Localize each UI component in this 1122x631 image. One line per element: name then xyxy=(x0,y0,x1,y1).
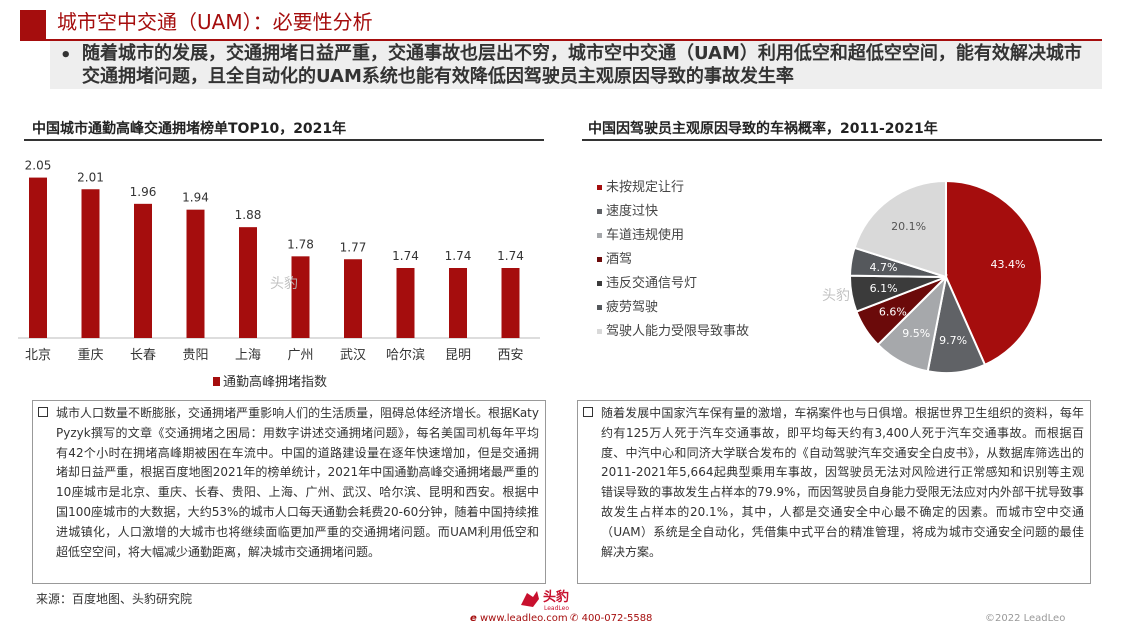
logo-text: 头豹 xyxy=(543,589,569,605)
watermark-right: 头豹 xyxy=(822,288,850,304)
bar xyxy=(81,189,100,338)
checkbox-icon xyxy=(583,407,593,417)
legend-label: 车道违规使用 xyxy=(606,227,684,243)
legend-swatch xyxy=(597,185,602,190)
bar xyxy=(29,177,47,338)
bar-value-label: 1.88 xyxy=(235,208,262,222)
bar-value-label: 2.01 xyxy=(77,170,104,184)
website-text: www.leadleo.com xyxy=(479,613,568,624)
footer-phone: ✆ 400-072-5588 xyxy=(570,613,652,624)
x-tick-label: 武汉 xyxy=(340,348,366,363)
legend-label: 酒驾 xyxy=(606,252,632,267)
page-title: 城市空中交通（UAM）：必要性分析 xyxy=(57,10,373,34)
x-tick-label: 西安 xyxy=(497,348,523,363)
right-chart-title: 中国因驾驶员主观原因导致的车祸概率，2011-2021年 xyxy=(588,121,938,137)
e-icon: e xyxy=(470,613,477,624)
pie-slice-label: 9.5% xyxy=(902,327,930,340)
legend-label: 通勤高峰拥堵指数 xyxy=(223,374,327,390)
checkbox-icon xyxy=(38,407,48,417)
logo-subtext: LeadLeo xyxy=(544,605,569,612)
x-tick-label: 贵阳 xyxy=(182,348,208,363)
footer-copyright: ©2022 LeadLeo xyxy=(985,613,1066,624)
summary-box: • 随着城市的发展，交通拥堵日益严重，交通事故也层出不穷，城市空中交通（UAM）… xyxy=(50,41,1102,89)
source-note: 来源：百度地图、头豹研究院 xyxy=(36,592,193,606)
bar-value-label: 1.74 xyxy=(445,249,472,263)
pie-slice-label: 9.7% xyxy=(939,334,967,347)
legend-label: 未按规定让行 xyxy=(606,180,684,195)
bar-value-label: 1.74 xyxy=(392,249,419,263)
left-note-box: 城市人口数量不断膨胀，交通拥堵严重影响人们的生活质量，阻碍总体经济增长。根据Ka… xyxy=(32,400,546,584)
header-accent-block xyxy=(20,10,46,40)
right-note-text: 随着发展中国家汽车保有量的激增，车祸案件也与日俱增。根据世界卫生组织的资料，每年… xyxy=(601,406,1084,559)
legend-swatch xyxy=(597,209,602,214)
pie-slice xyxy=(853,179,947,279)
bar xyxy=(449,268,467,338)
header-rule xyxy=(20,39,1102,41)
bar xyxy=(134,203,152,338)
right-chart-rule xyxy=(582,139,1102,141)
bar-value-label: 1.78 xyxy=(287,237,314,251)
x-tick-label: 重庆 xyxy=(77,347,103,363)
x-tick-label: 长春 xyxy=(130,348,156,363)
pie-slice-label: 6.6% xyxy=(879,306,907,319)
bar xyxy=(291,256,310,338)
pie-slice-label: 4.7% xyxy=(869,261,897,274)
legend-swatch xyxy=(597,281,602,286)
legend-label: 违反交通信号灯 xyxy=(606,275,697,291)
legend-swatch xyxy=(597,305,602,310)
bullet-dot-icon: • xyxy=(60,45,72,66)
leadleo-logo: 头豹 LeadLeo xyxy=(521,589,569,612)
x-tick-label: 上海 xyxy=(235,348,261,363)
bar xyxy=(344,259,362,338)
bar-value-label: 1.94 xyxy=(182,191,209,205)
legend-swatch xyxy=(597,257,602,262)
bar-value-label: 2.05 xyxy=(25,159,52,173)
summary-text: 随着城市的发展，交通拥堵日益严重，交通事故也层出不穷，城市空中交通（UAM）利用… xyxy=(82,43,1082,87)
bar-value-label: 1.96 xyxy=(130,185,157,199)
pie-slice-label: 20.1% xyxy=(891,220,926,233)
legend-swatch xyxy=(213,377,220,386)
legend-label: 速度过快 xyxy=(606,203,658,219)
pie-slice xyxy=(945,179,1043,367)
watermark-left: 头豹 xyxy=(270,276,298,292)
bar-value-label: 1.74 xyxy=(497,249,524,263)
legend-swatch xyxy=(597,233,602,238)
left-note-text: 城市人口数量不断膨胀，交通拥堵严重影响人们的生活质量，阻碍总体经济增长。根据Ka… xyxy=(56,406,539,559)
legend-label: 疲劳驾驶 xyxy=(606,299,658,315)
legend-swatch xyxy=(597,329,602,334)
x-tick-label: 北京 xyxy=(25,348,51,363)
bar xyxy=(396,268,415,338)
bar xyxy=(186,209,205,338)
bar-value-label: 1.77 xyxy=(340,240,367,254)
phone-text: 400-072-5588 xyxy=(581,613,653,624)
right-note-box: 随着发展中国家汽车保有量的激增，车祸案件也与日俱增。根据世界卫生组织的资料，每年… xyxy=(577,400,1091,584)
x-tick-label: 哈尔滨 xyxy=(386,347,425,363)
left-chart-title: 中国城市通勤高峰交通拥堵榜单TOP10，2021年 xyxy=(32,121,347,137)
left-chart-rule xyxy=(24,139,544,141)
bar-chart: 2.05 北京 2.01 重庆 1.96 长春 1.94 贵阳 1.88 上海 1.78 广州 1.77… xyxy=(18,159,540,390)
phone-icon: ✆ xyxy=(570,613,579,624)
pie-slice-label: 43.4% xyxy=(991,258,1026,271)
pie-chart: 43.4% 9.7% 9.5% 6.6% 6.1% 4.7% 20.1% 未按规定让行速度过快… xyxy=(597,179,1043,374)
pie-slice-label: 6.1% xyxy=(870,282,898,295)
x-tick-label: 广州 xyxy=(287,348,313,363)
legend-label: 驾驶人能力受限导致事故 xyxy=(606,324,749,339)
x-tick-label: 昆明 xyxy=(445,348,471,363)
footer-website[interactable]: e www.leadleo.com xyxy=(470,613,568,624)
bar xyxy=(239,227,257,338)
leopard-logo-icon xyxy=(521,591,539,607)
bar xyxy=(501,268,520,338)
